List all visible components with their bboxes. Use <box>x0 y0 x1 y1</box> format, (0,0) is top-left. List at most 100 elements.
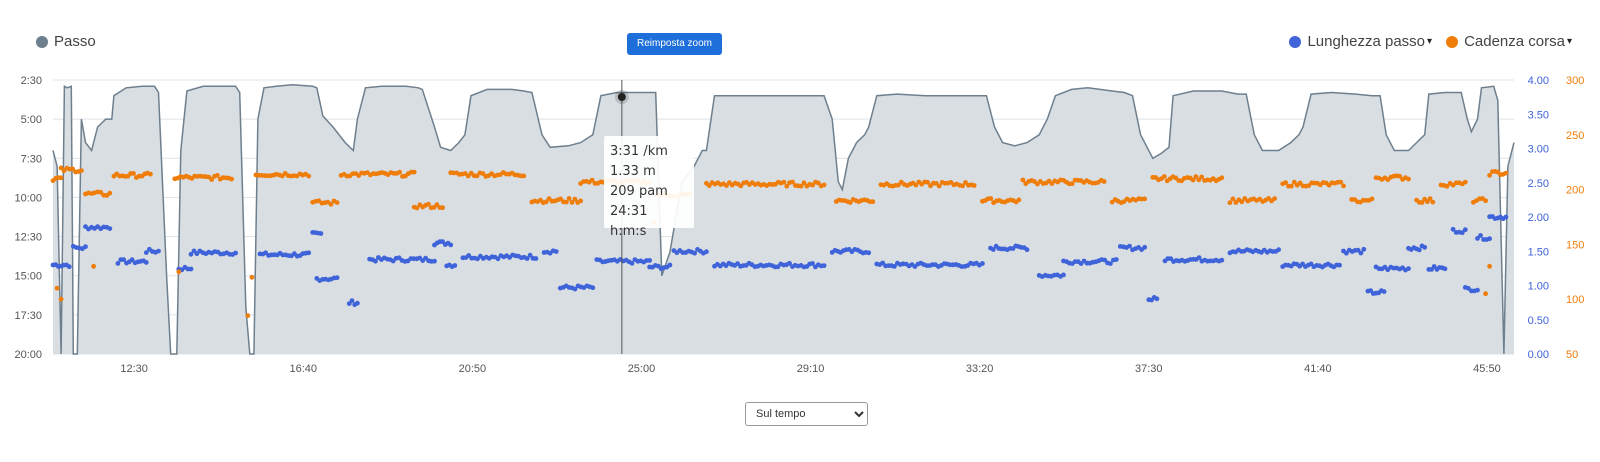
cadence-point <box>988 196 994 201</box>
cadence-point <box>1338 179 1344 185</box>
cadence-point <box>215 173 220 178</box>
stride-point <box>990 247 996 252</box>
chart-tooltip: 3:31 /km 1.33 m 209 pam 24:31 h:m:s <box>604 136 694 239</box>
cadence-point <box>414 205 420 211</box>
cadence-point <box>1101 179 1107 184</box>
cadence-point <box>465 173 471 179</box>
cadence-point <box>91 263 96 269</box>
stride-point <box>1337 262 1342 268</box>
cadence-point <box>1487 172 1492 178</box>
stride-point <box>553 249 559 254</box>
stride-point <box>1154 296 1160 302</box>
legend-cadence[interactable]: Cadenza corsa ▾ <box>1446 33 1572 50</box>
stride-point <box>66 264 72 270</box>
stride-point <box>980 261 985 266</box>
stride-point <box>143 260 149 265</box>
cadence-point <box>58 175 64 181</box>
x-axis-tick-label: 25:00 <box>628 363 656 375</box>
stride-point <box>143 250 149 256</box>
stride-point <box>810 261 815 266</box>
cadence-point <box>1503 170 1509 176</box>
cadence-axis-tick-label: 250 <box>1566 130 1584 142</box>
stride-point <box>107 226 113 232</box>
stride-point <box>1358 250 1364 256</box>
stride-point <box>629 260 635 266</box>
pace-axis-tick-label: 15:00 <box>14 271 42 283</box>
stride-point <box>495 256 501 262</box>
legend-stride[interactable]: Lunghezza passo ▾ <box>1289 33 1432 50</box>
x-axis-tick-label: 41:40 <box>1304 363 1332 375</box>
stride-point <box>233 250 239 256</box>
pace-axis-tick-label: 5:00 <box>21 114 42 126</box>
cadence-point <box>434 202 440 208</box>
x-axis-tick-label: 12:30 <box>120 363 148 375</box>
cadence-axis-tick-label: 50 <box>1566 349 1578 361</box>
stride-axis-tick-label: 0.00 <box>1528 349 1549 361</box>
pace-axis-tick-label: 20:00 <box>14 349 42 361</box>
stride-dropdown-caret-icon[interactable]: ▾ <box>1427 36 1433 47</box>
cadence-legend-dot-icon <box>1446 35 1459 48</box>
cadence-point <box>1462 179 1468 185</box>
stride-point <box>704 249 709 255</box>
cadence-point <box>79 168 84 174</box>
cadence-point <box>245 313 251 318</box>
cadence-point <box>1142 196 1148 202</box>
cadence-point <box>1230 196 1236 202</box>
cadence-point <box>1283 180 1288 186</box>
cadence-point <box>1487 263 1492 269</box>
stride-point <box>1142 244 1148 250</box>
legend-right: Lunghezza passo ▾ Cadenza corsa ▾ <box>1289 33 1572 50</box>
cadence-point <box>1196 177 1202 183</box>
stride-point <box>787 260 792 266</box>
cadence-point <box>925 179 930 185</box>
x-axis-tick-label: 16:40 <box>289 363 317 375</box>
cadence-point <box>815 180 821 186</box>
stride-point <box>306 250 312 256</box>
stride-point <box>452 263 458 268</box>
tooltip-time: 24:31 h:m:s <box>610 204 648 239</box>
cadence-point <box>724 183 729 188</box>
cadence-point <box>1425 199 1430 205</box>
cadence-point <box>913 182 919 188</box>
stride-legend-label: Lunghezza passo <box>1307 33 1426 50</box>
pace-axis-tick-label: 10:00 <box>14 192 42 204</box>
cadence-point <box>480 171 486 176</box>
cadence-point <box>54 285 60 291</box>
cadence-axis-tick-label: 200 <box>1566 185 1584 197</box>
legend-pace[interactable]: Passo <box>36 33 96 50</box>
stride-point <box>432 258 437 264</box>
stride-point <box>1478 233 1483 238</box>
stride-point <box>1381 289 1387 294</box>
cadence-point <box>1161 174 1167 179</box>
tooltip-cadence: 209 pam <box>610 184 668 199</box>
x-axis-tick-label: 20:50 <box>459 363 487 375</box>
stride-axis-tick-label: 2.50 <box>1528 178 1549 190</box>
cadence-point <box>572 196 578 202</box>
cadence-point <box>821 182 827 188</box>
cadence-point <box>1199 174 1205 180</box>
stride-point <box>1487 236 1492 242</box>
cadence-point <box>440 205 445 211</box>
cadence-point <box>810 182 815 188</box>
cadence-point <box>790 179 795 185</box>
stride-point <box>355 300 360 306</box>
pace-axis-tick-label: 7:30 <box>21 153 42 165</box>
pace-axis-tick-label: 17:30 <box>14 310 42 322</box>
stride-point <box>1462 227 1468 233</box>
view-select-wrapper: Sul tempo <box>745 402 868 426</box>
cadence-point <box>397 169 402 175</box>
reset-zoom-button[interactable]: Reimposta zoom <box>627 33 722 55</box>
tooltip-stride: 1.33 m <box>610 164 656 179</box>
stride-point <box>527 252 533 258</box>
cadence-dropdown-caret-icon[interactable]: ▾ <box>1566 36 1572 47</box>
tooltip-pace: 3:31 /km <box>610 144 668 159</box>
stride-point <box>188 266 194 272</box>
cadence-point <box>1406 176 1411 182</box>
stride-point <box>373 258 378 264</box>
view-mode-select[interactable]: Sul tempo <box>745 402 868 426</box>
cadence-point <box>1444 183 1450 189</box>
stride-axis-tick-label: 0.50 <box>1528 315 1549 327</box>
stride-axis-tick-label: 3.00 <box>1528 144 1549 156</box>
cadence-point <box>960 183 965 189</box>
